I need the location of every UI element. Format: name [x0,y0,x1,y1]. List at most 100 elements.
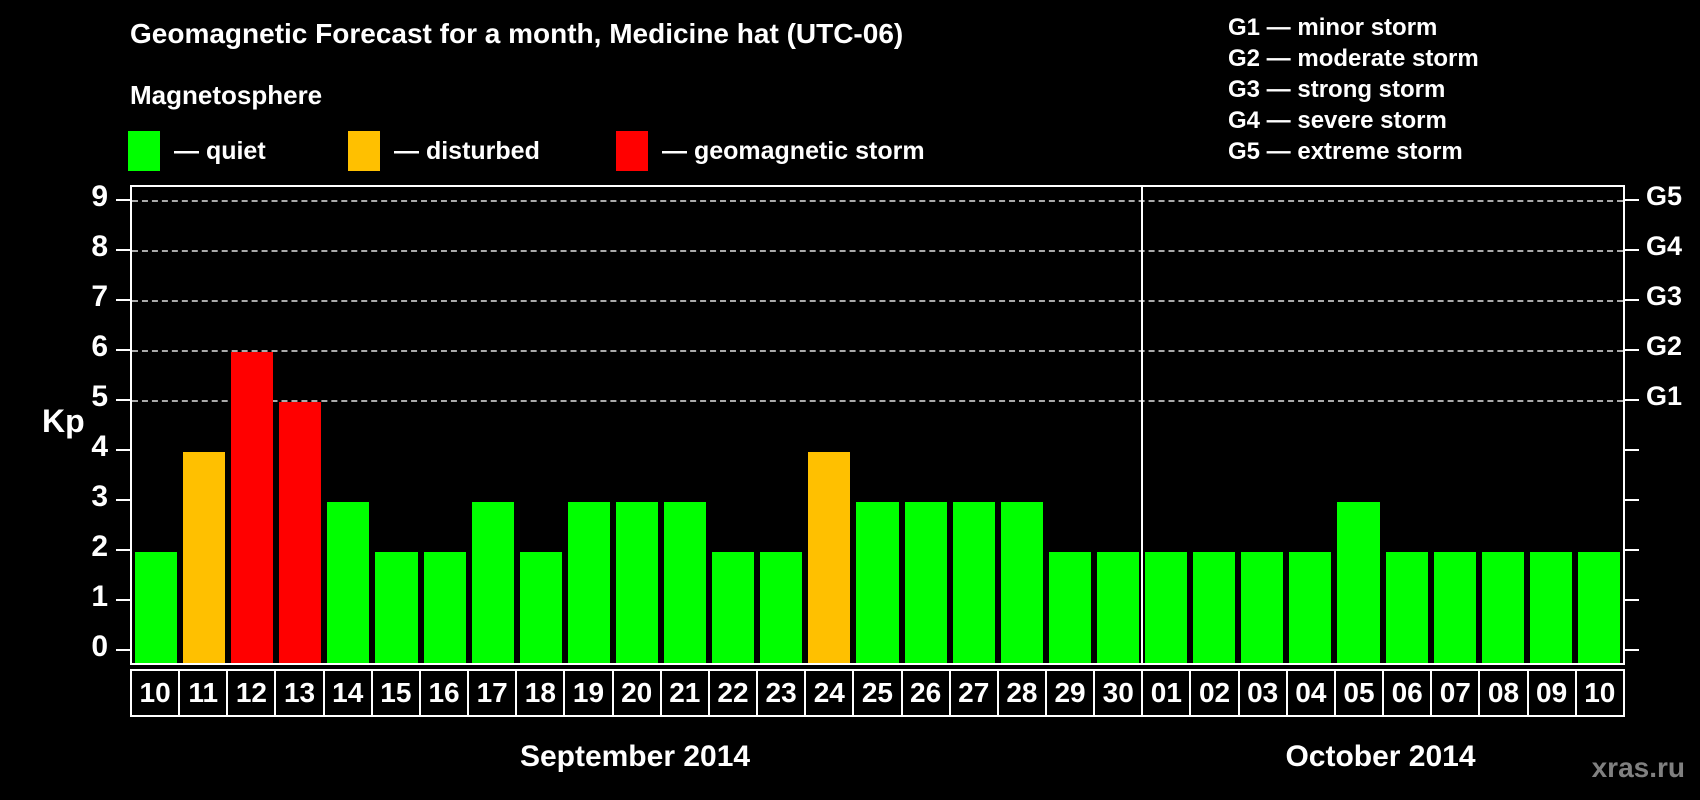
gridline-kp6 [132,350,1623,352]
kp-bar-day-24 [808,452,851,663]
day-label-oct-07: 07 [1430,669,1481,717]
kp-bar-day-14 [327,502,370,663]
day-label-sep-10: 10 [130,669,181,717]
storm-scale-line: G3 — strong storm [1228,76,1446,103]
kp-bar-day-23 [760,552,803,663]
day-label-sep-15: 15 [370,669,421,717]
day-label-oct-03: 03 [1237,669,1288,717]
storm-scale-line: G2 — moderate storm [1228,45,1479,72]
g-scale-label-G5: G5 [1646,181,1683,211]
y-tick-label-6: 6 [91,330,108,363]
kp-bar-day-25 [856,502,899,663]
day-label-sep-25: 25 [852,669,903,717]
day-label-sep-21: 21 [659,669,710,717]
kp-bar-day-06 [1385,552,1428,663]
kp-bar-day-15 [375,552,418,663]
day-label-sep-19: 19 [563,669,614,717]
day-label-sep-28: 28 [996,669,1047,717]
right-tick-6 [1625,349,1639,351]
quiet-color-swatch [128,131,160,171]
legend-label: — quiet [174,136,266,165]
day-label-oct-06: 06 [1382,669,1433,717]
right-tick-4 [1625,449,1639,451]
kp-bar-day-02 [1193,552,1236,663]
day-label-oct-02: 02 [1189,669,1240,717]
kp-bar-day-04 [1289,552,1332,663]
day-label-sep-17: 17 [467,669,518,717]
storm-scale-line: G4 — severe storm [1228,107,1447,134]
day-label-sep-20: 20 [611,669,662,717]
day-axis: 10 11 12 13 14 15 16 17 18 19 20 21 22 23 24 25 26 27 28 29… [130,669,1625,717]
kp-bar-day-11 [183,452,226,663]
kp-bar-day-12 [231,352,274,663]
kp-bar-day-19 [567,502,610,663]
g-scale-label-G4: G4 [1646,231,1683,261]
right-tick-2 [1625,549,1639,551]
gridline-kp7 [132,300,1623,302]
page-title: Geomagnetic Forecast for a month, Medici… [130,18,904,49]
g-scale-label-G3: G3 [1646,281,1683,311]
y-tick-9 [116,199,130,201]
y-tick-1 [116,599,130,601]
kp-bar-day-07 [1433,552,1476,663]
gridline-kp5 [132,400,1623,402]
day-label-sep-11: 11 [178,669,229,717]
kp-bar-day-05 [1337,502,1380,663]
kp-bar-day-08 [1481,552,1524,663]
kp-bar-day-10 [1577,552,1620,663]
g-scale-label-G1: G1 [1646,381,1683,411]
right-tick-5 [1625,399,1639,401]
kp-bar-day-13 [279,402,322,663]
kp-bar-day-10 [135,552,178,663]
kp-bar-day-01 [1145,552,1188,663]
right-tick-7 [1625,299,1639,301]
day-label-sep-26: 26 [900,669,951,717]
y-tick-0 [116,649,130,651]
y-tick-6 [116,349,130,351]
right-tick-3 [1625,499,1639,501]
legend-item-storm: — geomagnetic storm [616,130,925,172]
day-label-sep-30: 30 [1093,669,1144,717]
kp-bar-day-18 [519,552,562,663]
day-label-sep-12: 12 [226,669,277,717]
y-tick-label-1: 1 [91,580,108,613]
day-label-sep-13: 13 [274,669,325,717]
gridline-kp8 [132,250,1623,252]
month-label-october: October 2014 [1285,740,1476,773]
legend-label: — disturbed [394,136,540,165]
y-tick-label-0: 0 [91,630,108,663]
y-tick-label-9: 9 [91,180,108,213]
day-label-sep-14: 14 [322,669,373,717]
day-label-oct-10: 10 [1574,669,1625,717]
g-scale-label-G2: G2 [1646,331,1683,361]
y-tick-8 [116,249,130,251]
y-tick-label-3: 3 [91,480,108,513]
kp-bar-day-27 [952,502,995,663]
legend-item-disturbed: — disturbed [348,130,540,172]
right-tick-9 [1625,199,1639,201]
day-label-oct-09: 09 [1526,669,1577,717]
month-separator-line [1141,187,1144,663]
storm-scale-line: G5 — extreme storm [1228,138,1463,165]
day-label-sep-29: 29 [1044,669,1096,717]
kp-bar-day-17 [471,502,514,663]
watermark: xras.ru [1591,752,1685,783]
kp-bar-day-21 [664,502,707,663]
y-axis-label: Kp [42,403,85,439]
day-label-sep-16: 16 [418,669,470,717]
kp-bar-day-03 [1241,552,1284,663]
day-label-oct-01: 01 [1141,669,1192,717]
kp-bar-day-29 [1048,552,1091,663]
storm-scale-line: G1 — minor storm [1228,14,1438,41]
month-label-september: September 2014 [519,740,751,773]
y-tick-4 [116,449,130,451]
legend-heading: Magnetosphere [130,80,323,110]
day-label-oct-05: 05 [1333,669,1385,717]
day-label-sep-23: 23 [756,669,807,717]
y-tick-5 [116,399,130,401]
y-tick-label-2: 2 [91,530,108,563]
legend-item-quiet: — quiet [128,130,266,172]
kp-bar-day-26 [904,502,947,663]
kp-bar-day-09 [1529,552,1572,663]
